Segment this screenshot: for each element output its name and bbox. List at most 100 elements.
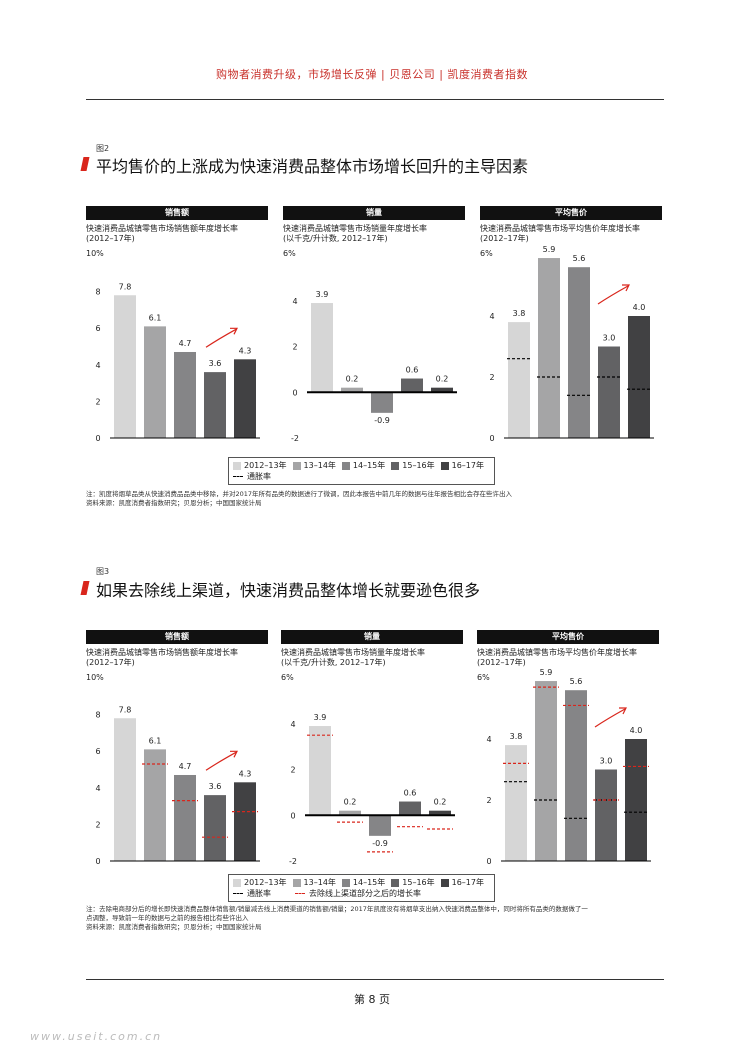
bar: [625, 739, 647, 861]
data-label: 5.9: [543, 245, 556, 254]
legend-item: 15–16年: [391, 877, 435, 888]
data-label: 0.2: [346, 375, 359, 384]
data-label: 5.9: [540, 668, 553, 677]
y-tick-label: 2: [486, 796, 491, 805]
trend-arrowhead-icon: [622, 284, 630, 292]
panel-head: 销售额: [86, 206, 268, 220]
bar: [565, 690, 587, 861]
bar: [174, 774, 196, 861]
data-label: 4.7: [179, 339, 192, 348]
title-marker-icon: [80, 581, 90, 595]
y-tick-label: 4: [489, 312, 494, 321]
fig3-panel-volume: 销量 快速消费品城镇零售市场销量年度增长率 (以千克/升计数, 2012–17年)…: [281, 630, 463, 682]
y-tick-label: 8: [95, 711, 100, 720]
y-tick-label: 4: [95, 361, 100, 370]
figure3-title-text: 如果去除线上渠道，快速消费品整体增长就要逊色很多: [96, 581, 481, 600]
legend-item: 16–17年: [440, 877, 484, 888]
fig3-sales-chart: 0 2 4 6 8 7.8 6.1 4.7 3.6 4.3: [95, 705, 260, 866]
data-label: 4.7: [179, 762, 192, 771]
data-label: 0.2: [344, 798, 357, 807]
bar: [431, 387, 453, 393]
trend-arrowhead-icon: [619, 707, 627, 715]
panel-subtitle: 快速消费品城镇零售市场销售额年度增长率 (2012–17年): [86, 648, 238, 667]
title-marker-icon: [80, 157, 90, 171]
figure3-title: 如果去除线上渠道，快速消费品整体增长就要逊色很多: [80, 577, 481, 601]
y-tick-label: -2: [291, 434, 299, 443]
data-label: 7.8: [119, 282, 132, 291]
panel-unit: 10%: [86, 673, 104, 682]
y-tick-label: 0: [95, 434, 100, 443]
y-tick-label: 2: [489, 373, 494, 382]
legend-item: 15–16年: [391, 460, 435, 471]
bar: [505, 745, 527, 861]
bar: [144, 749, 166, 861]
legend-offline: 去除线上渠道部分之后的增长率: [295, 888, 421, 899]
data-label: 4.3: [239, 346, 252, 355]
bar: [429, 810, 451, 816]
data-label: 4.0: [633, 303, 646, 312]
panel-unit: 6%: [281, 673, 294, 682]
y-tick-label: 2: [95, 820, 100, 829]
y-tick-label: 0: [292, 388, 297, 397]
bar: [234, 782, 256, 861]
bar: [114, 295, 136, 438]
y-tick-label: 6: [95, 747, 100, 756]
bar: [339, 810, 361, 816]
figure2-title: 平均售价的上涨成为快速消费品整体市场增长回升的主导因素: [80, 153, 528, 177]
legend-inflation: 通胀率: [233, 888, 271, 899]
panel-unit: 6%: [283, 249, 296, 258]
data-label: 5.6: [573, 254, 586, 263]
y-tick-label: 4: [95, 784, 100, 793]
legend-inflation: 通胀率: [233, 471, 271, 482]
y-tick-label: 0: [486, 857, 491, 866]
data-label: 0.2: [434, 798, 447, 807]
trend-arrow-icon: [205, 328, 237, 348]
y-tick-label: 2: [292, 343, 297, 352]
legend-item: 2012–13年: [233, 877, 287, 888]
legend-item: 16–17年: [440, 460, 484, 471]
bar: [204, 795, 226, 861]
bar: [371, 392, 393, 413]
trend-arrowhead-icon: [230, 327, 238, 335]
data-label: 3.9: [316, 290, 329, 299]
bar: [144, 326, 166, 438]
bar: [309, 726, 331, 816]
data-label: 3.8: [513, 309, 526, 318]
y-tick-label: 2: [95, 397, 100, 406]
panel-subtitle: 快速消费品城镇零售市场平均售价年度增长率 (2012–17年): [477, 648, 637, 667]
watermark: www.useit.com.cn: [30, 1030, 163, 1043]
bar: [568, 267, 590, 438]
data-label: 5.6: [570, 677, 583, 686]
data-label: 3.8: [510, 732, 523, 741]
bar: [538, 258, 560, 438]
bar: [401, 378, 423, 393]
trend-arrowhead-icon: [230, 750, 238, 758]
bar: [598, 346, 620, 438]
data-label: 0.2: [436, 375, 449, 384]
y-tick-label: 4: [290, 720, 295, 729]
panel-head: 平均售价: [480, 206, 662, 220]
legend-item: 2012–13年: [233, 460, 287, 471]
legend-item: 13–14年: [292, 877, 336, 888]
data-label: 0.6: [404, 789, 417, 798]
bar: [174, 351, 196, 438]
bar: [311, 303, 333, 393]
bar: [341, 387, 363, 393]
data-label: 3.9: [314, 713, 327, 722]
footer-rule: [86, 979, 664, 980]
fig3-price-chart: 0 2 4 3.8 5.9 5.6 3.0 4.0: [486, 668, 651, 866]
panel-head: 销量: [283, 206, 465, 220]
panel-subtitle: 快速消费品城镇零售市场销量年度增长率 (以千克/升计数, 2012–17年): [283, 224, 427, 243]
data-label: 3.0: [600, 757, 613, 766]
panel-unit: 6%: [480, 249, 493, 258]
bar: [535, 681, 557, 861]
fig3-panel-sales: 销售额 快速消费品城镇零售市场销售额年度增长率 (2012–17年) 10%: [86, 630, 268, 682]
page-header: 购物者消费升级，市场增长反弹 | 贝恩公司 | 凯度消费者指数: [216, 68, 528, 81]
y-tick-label: -2: [289, 857, 297, 866]
data-label: 6.1: [149, 736, 162, 745]
bar: [114, 718, 136, 861]
legend-item: 14–15年: [341, 877, 385, 888]
fig2-volume-chart: -2 0 2 4 3.9 0.2 -0.9 0.6 0.2: [291, 290, 457, 443]
fig3-volume-chart: -2 0 2 4 3.9 0.2 -0.9 0.6 0.2: [289, 713, 455, 866]
page-number: 第 8 页: [354, 993, 390, 1006]
